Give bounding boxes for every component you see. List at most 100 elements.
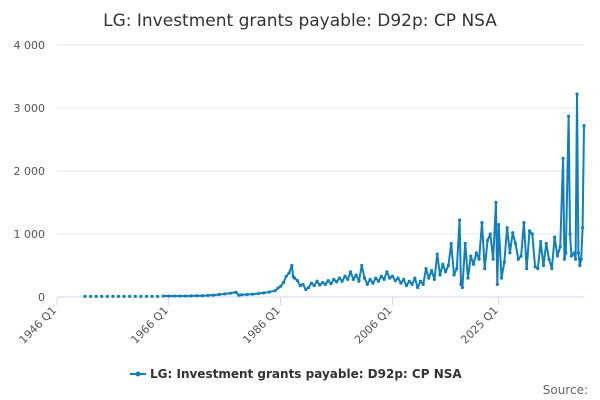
x-tick-label: 1966 Q1 (128, 304, 171, 347)
data-point (178, 294, 182, 298)
data-point (273, 289, 277, 293)
legend[interactable]: LG: Investment grants payable: D92p: CP … (130, 367, 462, 381)
data-point (262, 291, 266, 295)
data-point (281, 280, 286, 285)
data-point (382, 277, 386, 281)
data-point (172, 294, 177, 298)
x-tick-label: 2006 Q1 (352, 304, 395, 347)
data-point (488, 232, 492, 236)
data-point (569, 254, 574, 258)
data-point (251, 292, 255, 296)
data-point (321, 280, 325, 285)
data-point (508, 251, 512, 255)
data-point (495, 282, 499, 286)
data-point (555, 254, 560, 258)
data-point (334, 280, 339, 284)
data-point (94, 294, 98, 298)
data-point (368, 277, 372, 281)
data-point (572, 251, 576, 255)
data-point (502, 260, 506, 264)
data-point (494, 200, 498, 205)
y-tick-label: 4 000 (14, 39, 46, 52)
data-point (228, 291, 232, 295)
data-point (399, 281, 403, 285)
data-point (329, 282, 333, 286)
data-point (354, 273, 358, 277)
data-point (239, 293, 244, 297)
data-point (256, 291, 260, 296)
data-point (332, 277, 336, 281)
data-point (505, 226, 509, 230)
data-point (530, 232, 534, 236)
data-point (83, 294, 87, 298)
data-point (477, 257, 481, 261)
legend-label: LG: Investment grants payable: D92p: CP … (150, 367, 462, 381)
data-point (466, 276, 470, 280)
data-point (460, 285, 464, 290)
data-point (379, 274, 383, 278)
data-point (561, 156, 565, 160)
data-point (491, 257, 495, 261)
data-point (393, 279, 397, 283)
data-point (483, 267, 487, 271)
data-point (396, 276, 400, 280)
data-point (295, 279, 300, 283)
data-point (469, 254, 473, 258)
data-point (371, 281, 375, 285)
data-point (206, 293, 210, 298)
data-point (348, 270, 353, 274)
data-point (438, 273, 442, 277)
data-point (578, 263, 582, 268)
data-point (362, 276, 367, 280)
series-points (83, 92, 586, 298)
data-point (293, 276, 297, 280)
data-point (184, 294, 188, 298)
data-point (441, 262, 445, 266)
data-point (576, 251, 581, 255)
data-point (480, 221, 484, 225)
data-point (446, 263, 451, 268)
data-point (150, 294, 154, 298)
data-point (416, 285, 420, 290)
data-point (567, 114, 571, 118)
data-point (122, 294, 126, 298)
data-point (346, 277, 350, 281)
data-point (105, 294, 109, 298)
data-point (421, 282, 425, 286)
chart-title: LG: Investment grants payable: D92p: CP … (103, 11, 497, 31)
data-point (276, 286, 280, 290)
data-point (287, 271, 291, 275)
data-point (457, 218, 462, 222)
data-point (499, 276, 504, 280)
data-point (167, 294, 171, 298)
data-point (579, 257, 583, 261)
gridlines (57, 44, 584, 235)
series-line (163, 93, 585, 298)
data-point (547, 257, 551, 261)
data-point (533, 265, 537, 269)
data-point (413, 276, 417, 280)
data-point (519, 254, 523, 258)
data-point (432, 277, 437, 281)
data-point (385, 270, 389, 274)
data-point (100, 294, 104, 298)
data-point (388, 276, 392, 280)
data-point (424, 267, 428, 271)
data-point (444, 270, 448, 274)
data-point (111, 294, 115, 298)
data-point (516, 257, 520, 261)
data-point (390, 274, 395, 278)
x-axis-ticks: 1946 Q1 1966 Q1 1986 Q1 2006 Q1 2025 Q1 (17, 297, 501, 346)
data-point (337, 276, 341, 280)
x-tick-label: 1986 Q1 (240, 304, 283, 347)
data-point (234, 290, 238, 294)
data-point (323, 282, 327, 286)
data-point (128, 294, 132, 298)
data-point (290, 263, 294, 268)
source-label: Source: (543, 383, 588, 397)
data-point (318, 283, 322, 287)
data-point (558, 245, 562, 249)
data-point (360, 263, 364, 268)
data-point (189, 294, 193, 298)
data-point (374, 276, 378, 280)
